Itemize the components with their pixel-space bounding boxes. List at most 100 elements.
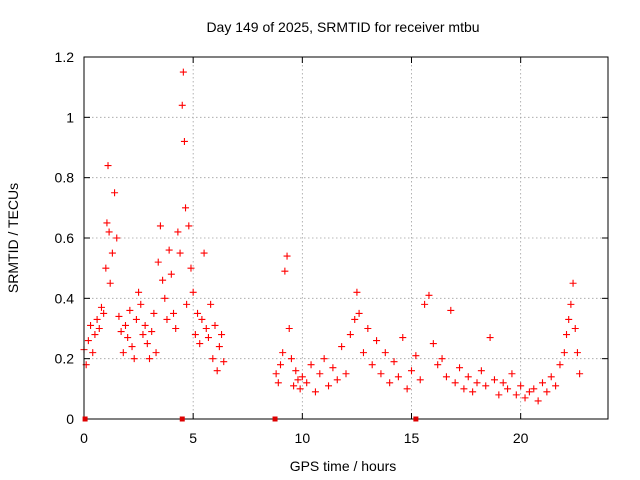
data-point [103,219,111,227]
y-axis-label: SRMTID / TECUs [5,183,21,293]
data-point [154,258,162,266]
data-point [121,321,129,329]
data-point [146,355,153,363]
data-point [126,306,134,314]
data-point [364,325,372,332]
data-point [333,376,341,384]
x-tick-label: 10 [295,430,311,446]
y-tick-label: 0 [66,411,74,427]
data-point [182,204,190,212]
data-point [196,340,204,348]
data-point [220,358,228,366]
data-point [204,334,212,342]
data-point [534,397,542,405]
y-tick-label: 1.2 [55,49,75,65]
data-point [183,300,191,308]
data-point [102,264,110,272]
data-point [499,379,507,387]
data-point [167,270,175,278]
axis-ticks: 0 0.2 0.4 0.6 0.8 1 1.2 0 5 10 15 20 [55,49,608,446]
data-point [303,379,311,387]
data-point [296,385,304,393]
data-point [368,361,376,369]
data-point [346,331,354,339]
data-point [87,321,95,329]
data-point [170,309,178,317]
grid-lines [84,57,608,419]
data-point [477,367,485,375]
data-point [148,328,156,336]
data-point [139,331,147,339]
data-point [200,249,208,257]
data-point [469,388,477,396]
data-point [211,321,219,329]
data-point [179,68,187,76]
data-point [290,382,298,390]
data-point [150,309,158,317]
data-point [187,264,195,272]
data-point [176,249,184,257]
data-point [189,288,197,296]
data-point [84,337,92,345]
y-tick-label: 1 [66,109,74,125]
data-point [521,394,529,402]
data-point [106,279,114,287]
data-point [218,331,226,339]
y-tick-label: 0.4 [55,290,75,306]
data-point [342,370,350,378]
data-point [556,361,564,369]
y-tick-label: 0.8 [55,170,75,186]
data-point [565,315,573,323]
data-point [202,325,210,332]
data-point [504,385,512,393]
data-point [429,340,437,348]
data-point [124,334,132,342]
data-point [434,361,442,369]
data-point [180,137,188,145]
data-point [351,315,359,323]
data-point [381,349,389,357]
data-point [135,288,143,296]
data-point [569,279,577,287]
data-point [412,352,420,360]
data-point [547,373,555,381]
data-point [451,379,459,387]
data-point [161,294,169,302]
data-point [294,376,302,384]
data-point [355,309,363,317]
data-point [543,388,551,396]
data-point [137,300,145,308]
data-point [281,267,289,275]
data-point [329,364,337,372]
data-point [530,385,538,393]
data-point [403,385,411,393]
x-tick-label: 15 [404,430,420,446]
data-point [311,388,319,396]
x-tick-label: 20 [513,430,529,446]
data-point [525,388,533,396]
data-point [152,349,160,357]
data-point [353,288,361,296]
data-point [141,321,149,329]
data-point [447,306,455,314]
data-point [539,379,546,387]
data-point [338,343,346,351]
data-point [482,382,490,390]
data-point [373,337,381,345]
data-point [298,373,306,381]
gap-marker [272,416,278,422]
data-point [178,101,186,109]
y-tick-label: 0.2 [55,351,75,367]
data-point [517,382,525,390]
data-point [573,349,581,357]
data-points [80,68,584,405]
data-point [292,367,300,375]
data-point [460,385,468,393]
data-point [377,370,385,378]
data-point [567,300,575,308]
data-point [560,349,568,357]
chart-title: Day 149 of 2025, SRMTID for receiver mtb… [206,19,479,35]
data-point [198,315,206,323]
data-point [473,379,481,387]
data-point [325,382,333,390]
